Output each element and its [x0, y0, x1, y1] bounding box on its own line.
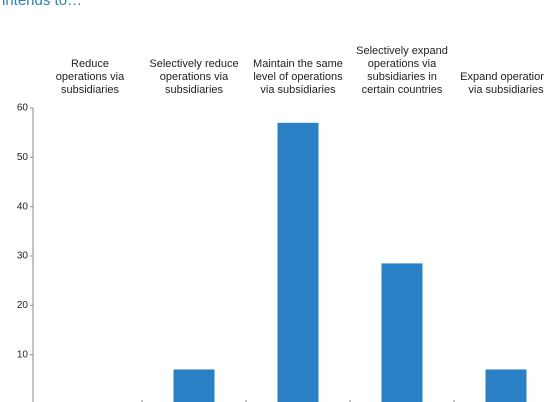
y-tick-label: 60: [17, 103, 29, 114]
bar: [173, 369, 215, 402]
y-tick-label: 40: [17, 201, 29, 212]
bar: [381, 263, 423, 402]
x-tick-label: Reduce operations via subsidiaries: [55, 58, 125, 96]
x-tick-label: Expand operations via subsidiaries: [460, 71, 544, 96]
chart-title: intends to…: [2, 0, 83, 9]
x-tick-label: Maintain the same level of operations vi…: [253, 58, 343, 96]
y-tick-label: 20: [17, 300, 29, 311]
y-tick-label: 10: [17, 349, 29, 360]
x-tick-label: Selectively reduce operations via subsid…: [149, 58, 239, 96]
bar: [485, 369, 527, 402]
y-tick-label: 30: [17, 251, 29, 262]
bar: [277, 122, 319, 402]
x-tick-label: Selectively expand operations via subsid…: [356, 45, 448, 96]
y-tick-label: 50: [17, 152, 29, 163]
